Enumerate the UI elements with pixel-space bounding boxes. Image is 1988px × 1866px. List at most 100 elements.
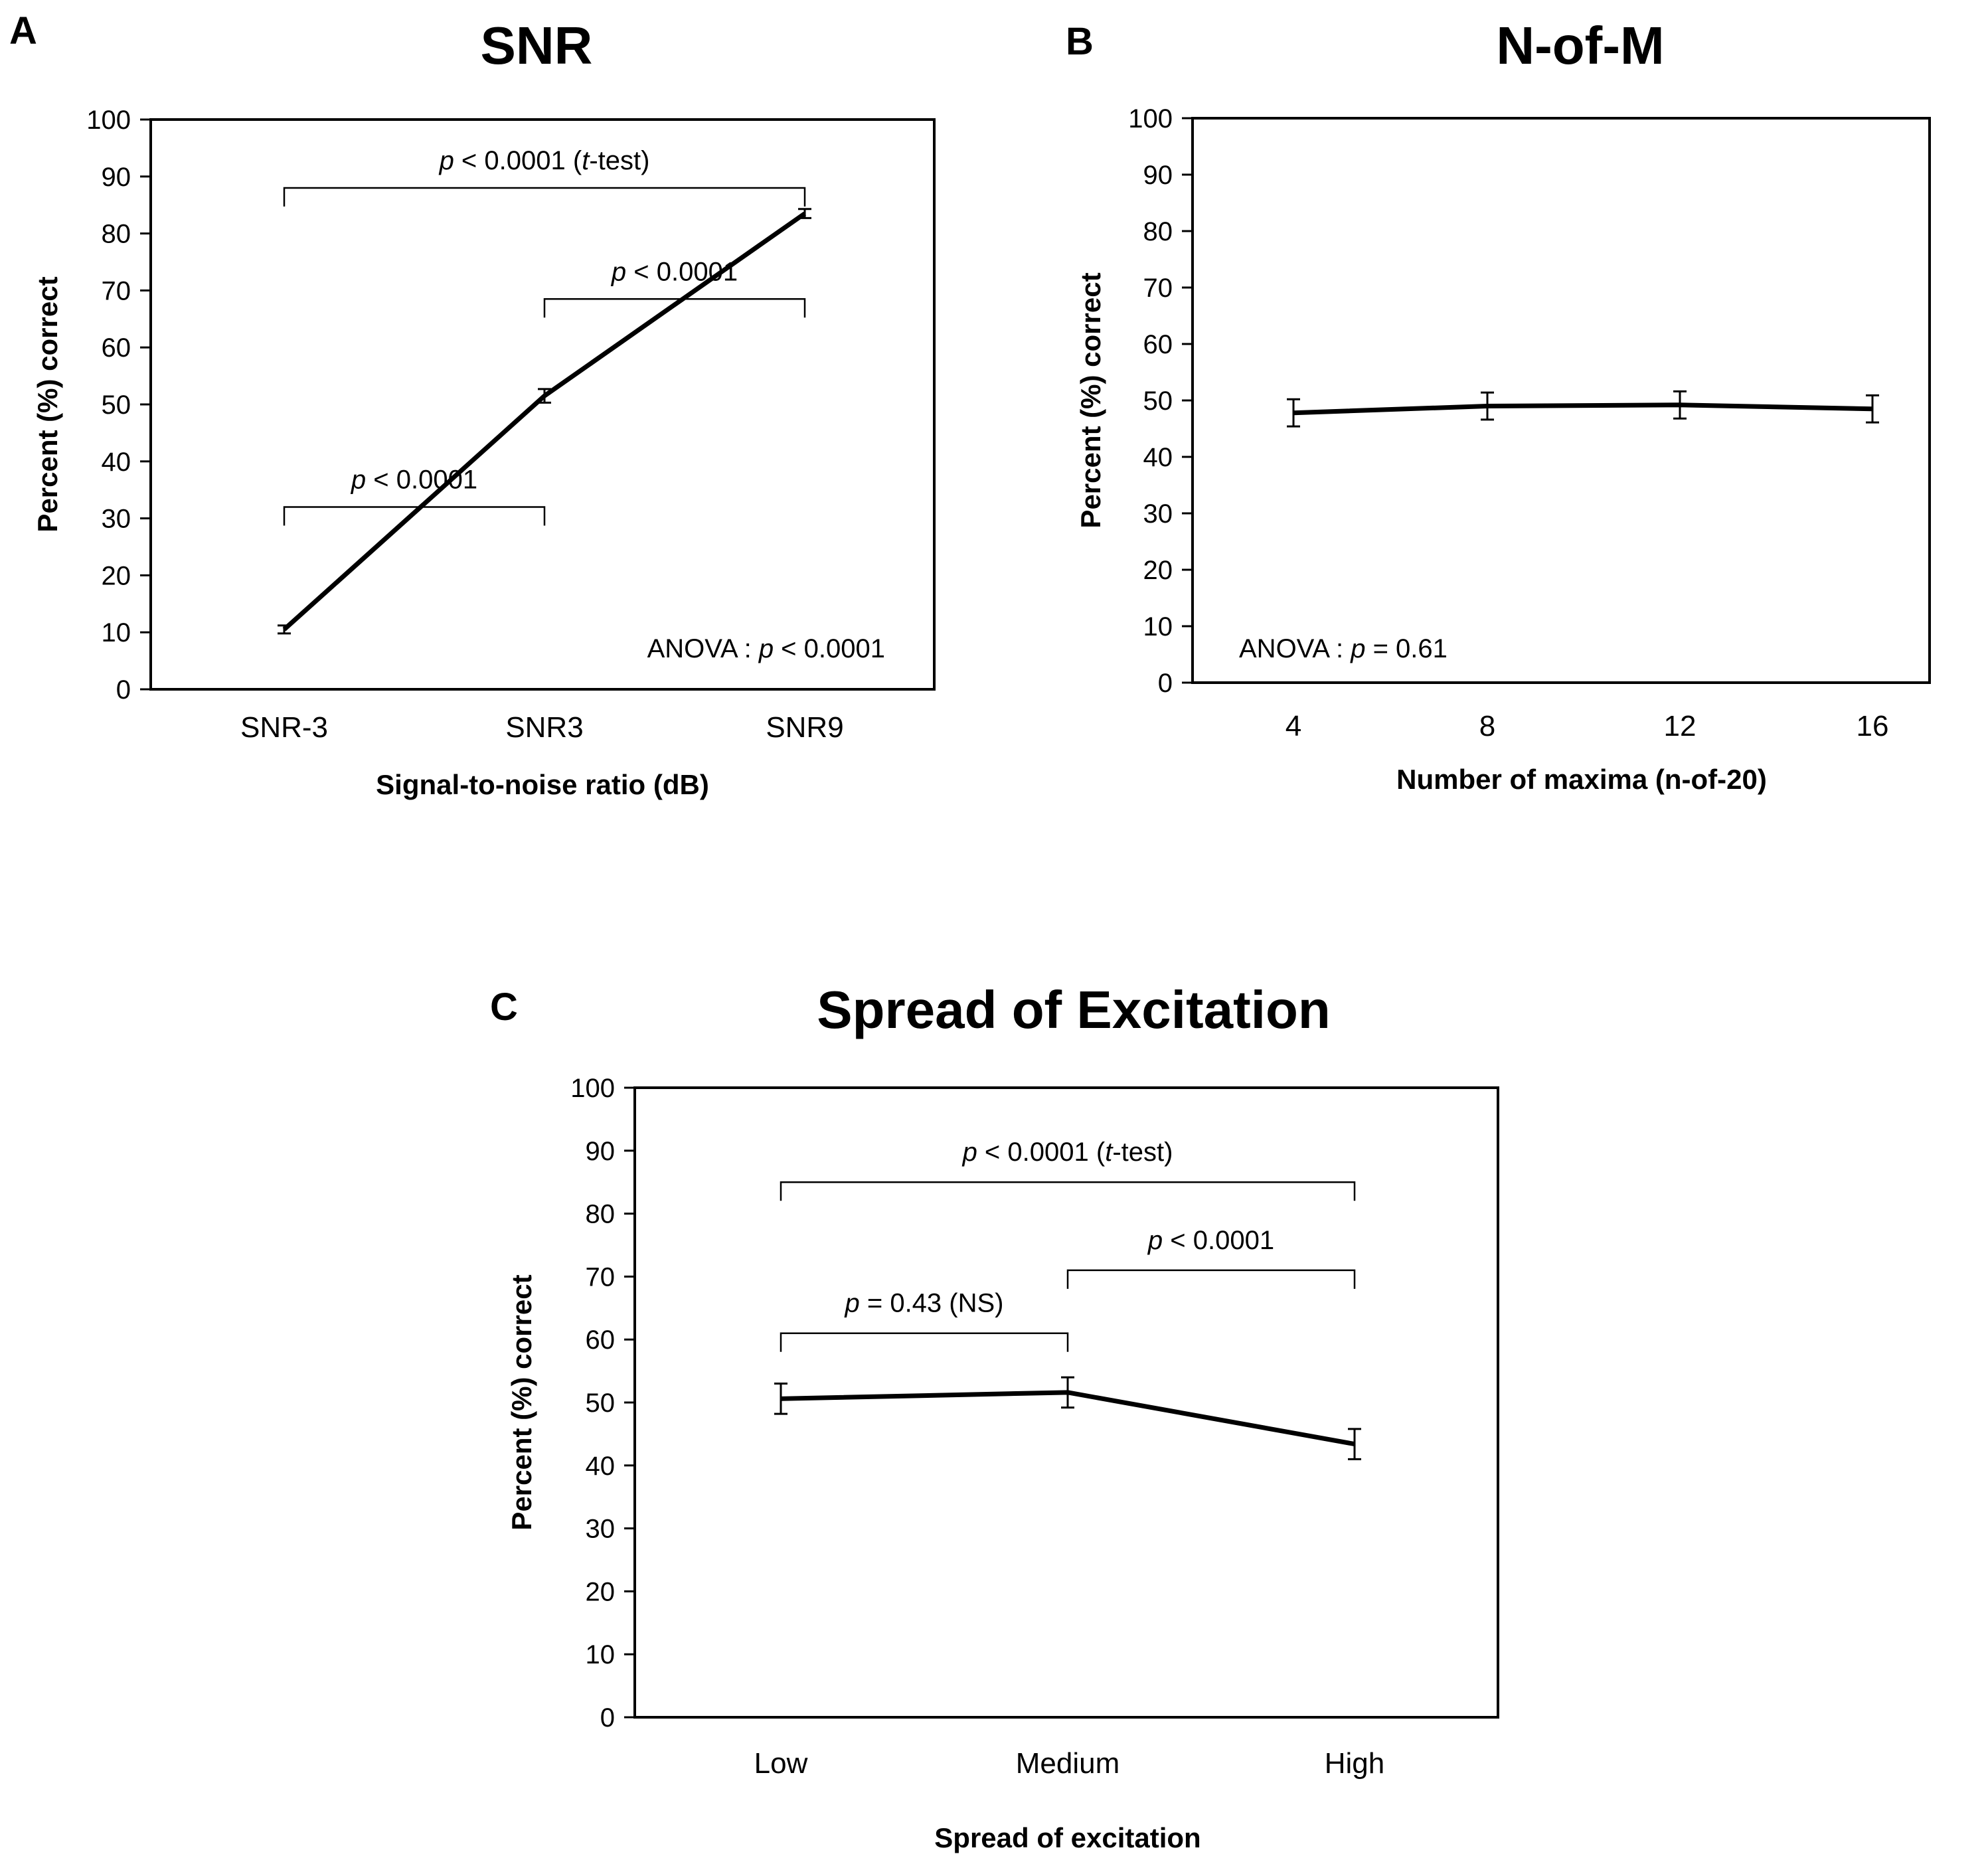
p-value-text: < 0.0001 (	[454, 146, 582, 175]
p-value-text: < 0.0001	[1163, 1226, 1274, 1255]
comparison-label-spread: p = 0.43 (NS)	[844, 1289, 1003, 1318]
panel-label-a: A	[9, 9, 37, 52]
chart-title-spread: Spread of Excitation	[817, 980, 1330, 1039]
x-axis-title-spread: Spread of excitation	[934, 1822, 1201, 1853]
series-line-spread	[780, 1390, 1355, 1447]
y-axis-title-snr: Percent (%) correct	[32, 276, 63, 532]
p-symbol: t	[582, 146, 590, 175]
p-symbol: p	[611, 257, 626, 286]
x-axis-title-snr: Signal-to-noise ratio (dB)	[376, 769, 709, 800]
x-category-label-snr: SNR9	[766, 711, 843, 744]
p-symbol: p	[844, 1289, 859, 1318]
p-symbol: p	[1147, 1226, 1163, 1255]
y-tick-label-snr: 40	[102, 448, 131, 477]
x-category-label-spread: Medium	[1016, 1747, 1120, 1780]
y-tick-label-snr: 10	[102, 618, 131, 647]
y-tick-label-snr: 30	[102, 505, 131, 534]
p-value-text: < 0.0001 (	[977, 1138, 1106, 1167]
y-tick-label-spread: 80	[586, 1200, 616, 1229]
y-tick-label-n-of-m: 10	[1143, 612, 1173, 641]
chart-title-n-of-m: N-of-M	[1496, 16, 1664, 75]
y-tick-label-spread: 0	[600, 1703, 615, 1733]
p-symbol: p	[962, 1138, 977, 1167]
y-tick-label-n-of-m: 40	[1143, 443, 1173, 472]
y-tick-label-snr: 50	[102, 390, 131, 420]
y-tick-label-spread: 70	[586, 1262, 616, 1292]
x-category-label-spread: High	[1325, 1747, 1385, 1780]
comparison-bracket-snr	[283, 187, 806, 207]
p-symbol: t	[1105, 1138, 1114, 1167]
y-axis-snr: 0 10 20 30 40 50 60 70 80 90 100	[86, 106, 151, 705]
x-category-label-spread: Low	[754, 1747, 808, 1780]
anova-note-n-of-m: ANOVA : p = 0.61	[1239, 634, 1448, 663]
y-tick-label-n-of-m: 90	[1143, 161, 1173, 190]
x-axis-n-of-m: 4 8 12 16	[1285, 710, 1889, 742]
y-tick-label-spread: 40	[586, 1452, 616, 1481]
x-category-label-n-of-m: 4	[1285, 710, 1301, 742]
p-value-text: -test)	[1112, 1138, 1173, 1167]
comparison-label-snr: p < 0.0001	[351, 465, 477, 494]
y-tick-label-snr: 80	[102, 220, 131, 249]
chart-spread-of-excitation: C Spread of Excitation 0 10 20 30 40 50 60 70 80…	[490, 980, 1499, 1853]
plot-frame-snr	[149, 118, 936, 691]
x-category-label-snr: SNR3	[505, 711, 583, 744]
chart-title-snr: SNR	[481, 16, 593, 75]
chart-n-of-m: B N-of-M 0 10 20 30 40 50 60 70 80 90 100 Percent …	[1066, 16, 1931, 795]
y-tick-label-spread: 20	[586, 1577, 616, 1606]
y-tick-label-spread: 100	[570, 1074, 615, 1103]
x-category-label-n-of-m: 12	[1664, 710, 1697, 742]
plot-frame-n-of-m	[1191, 117, 1931, 684]
anova-prefix: ANOVA :	[1239, 634, 1351, 663]
y-tick-label-spread: 50	[586, 1389, 616, 1418]
anova-p-symbol: p	[758, 634, 774, 663]
x-category-label-n-of-m: 16	[1857, 710, 1889, 742]
y-tick-label-n-of-m: 30	[1143, 499, 1173, 529]
x-axis-title-n-of-m: Number of maxima (n-of-20)	[1396, 764, 1767, 795]
y-tick-label-spread: 60	[586, 1325, 616, 1355]
comparison-bracket-spread	[780, 1181, 1356, 1201]
y-axis-title-n-of-m: Percent (%) correct	[1075, 272, 1106, 528]
y-axis-title-spread: Percent (%) correct	[506, 1274, 537, 1530]
comparison-label-spread: p < 0.0001	[1147, 1226, 1274, 1255]
p-symbol: p	[439, 146, 454, 175]
y-tick-label-snr: 90	[102, 163, 131, 192]
x-category-label-snr: SNR-3	[240, 711, 328, 744]
comparison-label-spread: p < 0.0001 (t-test)	[962, 1138, 1173, 1167]
y-tick-label-snr: 0	[116, 675, 131, 705]
y-axis-spread: 0 10 20 30 40 50 60 70 80 90 100	[570, 1074, 635, 1733]
comparison-label-snr: p < 0.0001 (t-test)	[439, 146, 650, 175]
error-bar-spread	[1348, 1428, 1361, 1460]
y-tick-label-n-of-m: 100	[1128, 104, 1173, 133]
chart-snr: A SNR 0 10 20 30 40 50 60 70 80 90 100 Percent (%)…	[9, 9, 936, 800]
y-tick-label-n-of-m: 0	[1158, 669, 1173, 698]
y-tick-label-snr: 20	[102, 561, 131, 590]
p-symbol: p	[351, 465, 366, 494]
x-axis-snr: SNR-3 SNR3 SNR9	[240, 711, 844, 744]
y-tick-label-n-of-m: 50	[1143, 386, 1173, 416]
y-tick-label-n-of-m: 20	[1143, 556, 1173, 585]
panel-label-c: C	[490, 985, 518, 1029]
y-tick-label-snr: 60	[102, 333, 131, 363]
y-tick-label-n-of-m: 60	[1143, 330, 1173, 359]
y-tick-label-snr: 100	[86, 106, 131, 135]
p-value-text: -test)	[589, 146, 649, 175]
y-axis-n-of-m: 0 10 20 30 40 50 60 70 80 90 100	[1128, 104, 1193, 698]
comparison-bracket-spread	[780, 1332, 1069, 1352]
x-category-label-n-of-m: 8	[1479, 710, 1495, 742]
anova-prefix: ANOVA :	[647, 634, 759, 663]
y-tick-label-spread: 30	[586, 1515, 616, 1544]
error-bars-spread	[774, 1376, 1361, 1460]
comparison-bracket-spread	[1066, 1269, 1356, 1289]
comparison-bracket-snr	[283, 506, 546, 526]
y-tick-label-spread: 90	[586, 1137, 616, 1166]
y-tick-label-n-of-m: 70	[1143, 274, 1173, 303]
anova-p-symbol: p	[1350, 634, 1365, 663]
anova-result: = 0.61	[1365, 634, 1447, 663]
series-line-snr	[282, 211, 807, 632]
series-line-n-of-m	[1293, 402, 1873, 416]
y-tick-label-n-of-m: 80	[1143, 217, 1173, 246]
anova-result: < 0.0001	[774, 634, 885, 663]
